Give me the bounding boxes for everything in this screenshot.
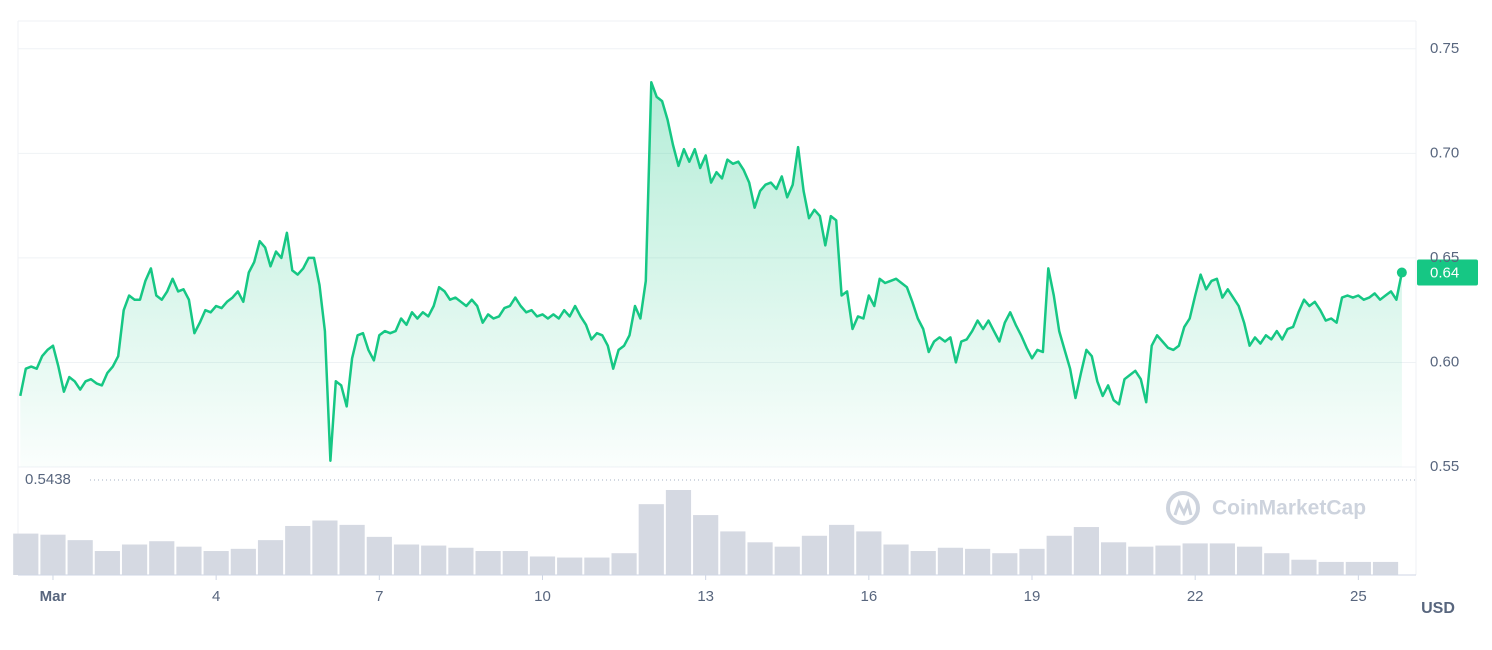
volume-bar	[339, 524, 365, 575]
volume-bar	[475, 551, 501, 575]
volume-bar	[203, 551, 229, 575]
volume-bar	[1345, 561, 1371, 575]
volume-bar	[1318, 561, 1344, 575]
x-tick-label: 16	[860, 588, 877, 605]
volume-bar	[801, 535, 828, 575]
volume-bar	[747, 542, 773, 575]
volume-bar	[312, 520, 338, 575]
volume-bar	[393, 544, 420, 575]
volume-bar	[1155, 545, 1181, 575]
x-tick-label: 19	[1024, 588, 1041, 605]
volume-bar	[992, 553, 1018, 575]
price-area	[20, 82, 1402, 467]
volume-bar	[1073, 527, 1099, 575]
last-value-label: 0.64	[1430, 265, 1459, 282]
volume-bar	[665, 490, 692, 575]
currency-label: USD	[1421, 600, 1455, 617]
volume-bar	[856, 531, 882, 575]
volume-bar	[829, 524, 855, 575]
volume-bar	[366, 536, 392, 575]
volume-bar	[176, 546, 202, 575]
volume-bar	[257, 540, 284, 575]
volume-bar	[693, 515, 719, 575]
watermark-logo	[1173, 498, 1193, 517]
watermark-text: CoinMarketCap	[1212, 497, 1366, 520]
volume-bar	[1236, 546, 1263, 575]
volume-bar	[883, 544, 909, 575]
volume-bar	[1182, 543, 1208, 575]
x-tick-label: 4	[212, 588, 220, 605]
volume-bar	[611, 553, 637, 575]
volume-bar	[1291, 559, 1317, 575]
volume-bar	[1264, 553, 1290, 575]
volume-bar	[502, 551, 528, 575]
volume-bar	[149, 541, 175, 575]
y-tick-label: 0.70	[1430, 144, 1459, 161]
volume-bar	[774, 546, 800, 575]
volume-bar	[1100, 542, 1127, 575]
x-tick-label: 22	[1187, 588, 1204, 605]
volume-bar	[230, 548, 256, 575]
volume-bar	[1372, 561, 1399, 575]
volume-bar	[121, 544, 148, 575]
volume-bar	[94, 551, 120, 575]
x-tick-label: Mar	[40, 588, 67, 605]
x-tick-label: 10	[534, 588, 551, 605]
volume-bar	[720, 531, 746, 575]
x-tick-label: 7	[375, 588, 383, 605]
min-label: 0.5438	[25, 471, 71, 488]
volume-bar	[40, 534, 66, 575]
last-point	[1396, 267, 1407, 278]
x-tick-label: 25	[1350, 588, 1367, 605]
volume-bar	[910, 551, 936, 575]
volume-bar	[965, 548, 991, 575]
volume-bar	[937, 547, 964, 575]
watermark-logo	[1166, 491, 1200, 525]
volume-bar	[285, 525, 311, 575]
volume-bar	[67, 540, 93, 575]
volume-bar	[1209, 543, 1235, 575]
price-layer: 0.64	[19, 81, 1478, 467]
volume-bar	[448, 547, 474, 575]
y-tick-label: 0.55	[1430, 458, 1459, 475]
y-tick-label: 0.75	[1430, 40, 1459, 57]
volume-bar	[529, 556, 556, 575]
x-tick-label: 13	[697, 588, 714, 605]
y-tick-label: 0.60	[1430, 353, 1459, 370]
price-line	[19, 81, 1404, 462]
volume-bar	[584, 557, 610, 575]
volume-bar	[557, 557, 583, 575]
watermark: CoinMarketCap	[1166, 491, 1366, 525]
volume-bar	[1128, 546, 1154, 575]
last-value-tag	[1417, 259, 1478, 286]
volume-bar	[638, 504, 664, 575]
volume-bar	[421, 545, 447, 575]
volume-bar	[1019, 548, 1045, 575]
y-tick-label: 0.65	[1430, 249, 1459, 266]
volume-bar	[1046, 535, 1072, 575]
volume-bar	[13, 533, 39, 575]
volume-layer	[13, 490, 1399, 575]
